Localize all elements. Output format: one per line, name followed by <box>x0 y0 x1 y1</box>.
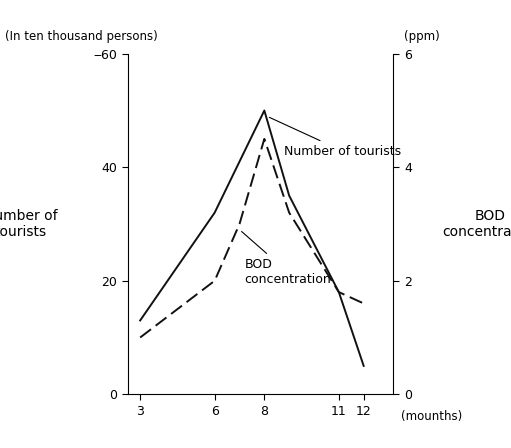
Text: BOD
concentration: BOD concentration <box>242 232 331 286</box>
Text: (mounths): (mounths) <box>401 410 462 423</box>
Text: Number of
tourists: Number of tourists <box>0 209 57 239</box>
Text: (In ten thousand persons): (In ten thousand persons) <box>5 30 158 43</box>
Text: BOD
concentration: BOD concentration <box>443 209 511 239</box>
Text: (ppm): (ppm) <box>404 30 439 43</box>
Text: Number of tourists: Number of tourists <box>269 117 401 158</box>
